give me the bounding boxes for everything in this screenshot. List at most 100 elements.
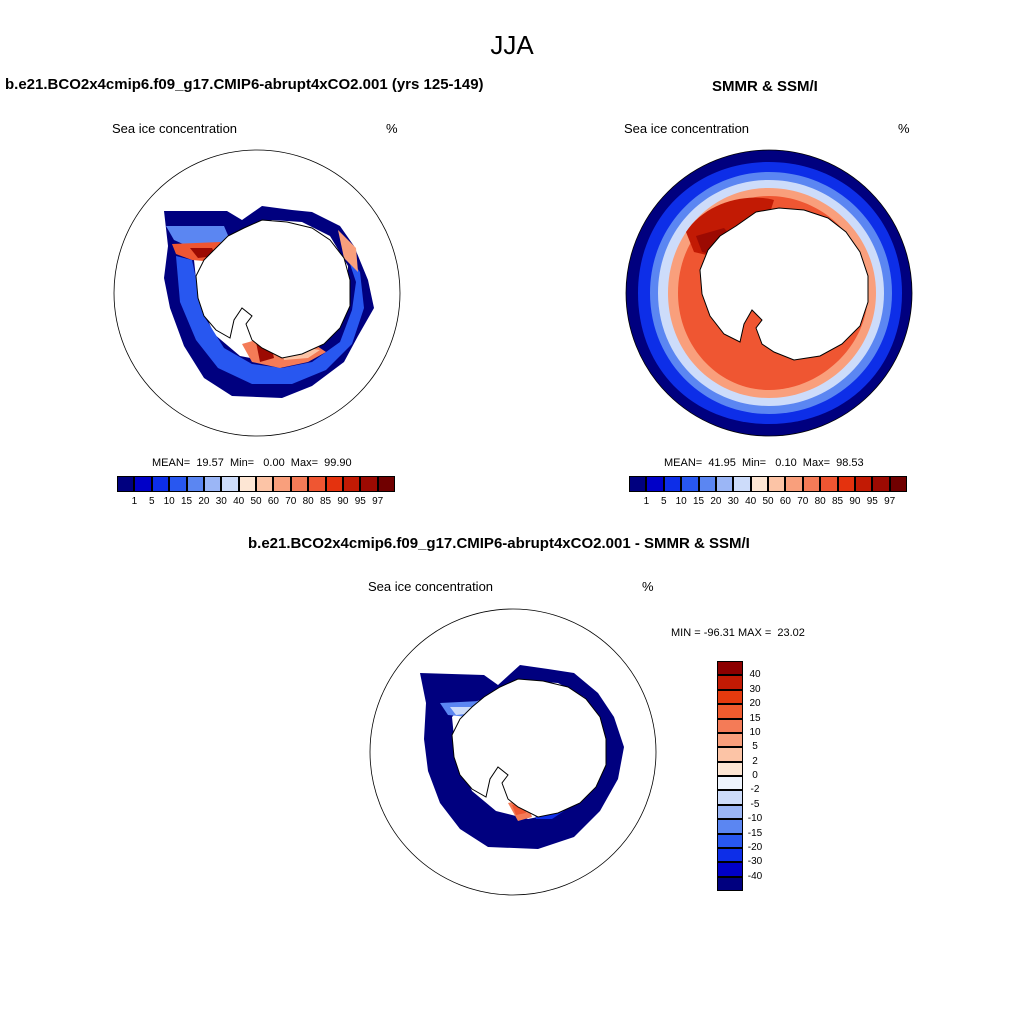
- colorbar-swatch: [169, 476, 187, 492]
- colorbar-swatch: [629, 476, 647, 492]
- colorbar-label: 5: [752, 741, 758, 753]
- colorbar-swatch: [717, 718, 743, 733]
- model-colorbar-labels: 1 5 10 15 20 30 40 50 60 70 80 85 90 95 97: [117, 496, 395, 510]
- colorbar-swatch: [733, 476, 751, 492]
- panel2-field-label: Sea ice concentration: [624, 121, 750, 136]
- colorbar-label: 40: [745, 496, 757, 507]
- panel2-title: SMMR & SSM/I: [712, 78, 818, 95]
- colorbar-label: 5: [660, 496, 667, 507]
- colorbar-label: 30: [749, 683, 761, 695]
- colorbar-label: 5: [148, 496, 155, 507]
- colorbar-label: 97: [884, 496, 896, 507]
- colorbar-label: 30: [727, 496, 739, 507]
- colorbar-swatch: [221, 476, 239, 492]
- colorbar-swatch: [717, 675, 743, 690]
- colorbar-swatch: [698, 476, 716, 492]
- colorbar-swatch: [681, 476, 699, 492]
- colorbar-swatch: [717, 833, 743, 848]
- colorbar-label: 40: [749, 669, 761, 681]
- colorbar-swatch: [750, 476, 768, 492]
- colorbar-swatch: [273, 476, 291, 492]
- colorbar-label: 90: [337, 496, 349, 507]
- colorbar-label: 10: [675, 496, 687, 507]
- colorbar-swatch: [717, 661, 743, 676]
- colorbar-label: 80: [814, 496, 826, 507]
- diff-colorbar: [717, 661, 743, 891]
- colorbar-label: 85: [319, 496, 332, 507]
- colorbar-swatch: [256, 476, 274, 492]
- diff-polar-map: [369, 608, 657, 896]
- colorbar-label: 30: [215, 496, 227, 507]
- colorbar-swatch: [717, 689, 743, 705]
- colorbar-swatch: [646, 476, 664, 492]
- colorbar-swatch: [151, 476, 170, 492]
- obs-colorbar-labels: 1 5 10 15 20 30 40 50 60 70 80 85 90 95 97: [629, 496, 907, 510]
- colorbar-label: 15: [180, 496, 193, 507]
- colorbar-swatch: [377, 476, 395, 492]
- colorbar-swatch: [663, 476, 682, 492]
- colorbar-swatch: [820, 476, 838, 492]
- colorbar-label: -30: [747, 856, 763, 868]
- colorbar-label: 2: [752, 755, 758, 767]
- panel1-title: b.e21.BCO2x4cmip6.f09_g17.CMIP6-abrupt4x…: [5, 76, 484, 93]
- colorbar-swatch: [290, 476, 309, 492]
- colorbar-label: 60: [267, 496, 279, 507]
- colorbar-swatch: [717, 776, 743, 791]
- colorbar-label: 50: [762, 496, 774, 507]
- colorbar-swatch: [717, 747, 743, 762]
- colorbar-swatch: [872, 476, 890, 492]
- season-title: JJA: [490, 30, 534, 60]
- colorbar-swatch: [785, 476, 803, 492]
- colorbar-swatch: [717, 876, 743, 891]
- colorbar-swatch: [134, 476, 152, 492]
- colorbar-label: 90: [849, 496, 861, 507]
- colorbar-label: -40: [747, 870, 763, 882]
- colorbar-label: 97: [372, 496, 384, 507]
- colorbar-swatch: [717, 847, 743, 863]
- colorbar-label: 70: [797, 496, 809, 507]
- colorbar-label: 15: [692, 496, 705, 507]
- colorbar-label: 80: [302, 496, 314, 507]
- colorbar-swatch: [203, 476, 222, 492]
- panel1-stats: MEAN= 19.57 Min= 0.00 Max= 99.90: [152, 457, 352, 469]
- colorbar-label: 40: [233, 496, 245, 507]
- colorbar-swatch: [238, 476, 256, 492]
- colorbar-swatch: [717, 819, 743, 834]
- colorbar-swatch: [717, 862, 743, 877]
- colorbar-swatch: [837, 476, 855, 492]
- model-colorbar: [117, 476, 395, 492]
- colorbar-label: 1: [643, 496, 650, 507]
- colorbar-label: 10: [163, 496, 175, 507]
- obs-colorbar: [629, 476, 907, 492]
- colorbar-label: 50: [250, 496, 262, 507]
- colorbar-swatch: [342, 476, 361, 492]
- colorbar-swatch: [854, 476, 873, 492]
- colorbar-swatch: [717, 761, 743, 776]
- colorbar-swatch: [325, 476, 343, 492]
- panel3-title: b.e21.BCO2x4cmip6.f09_g17.CMIP6-abrupt4x…: [248, 535, 750, 552]
- colorbar-swatch: [717, 732, 743, 748]
- colorbar-label: 70: [285, 496, 297, 507]
- panel2-stats: MEAN= 41.95 Min= 0.10 Max= 98.53: [664, 457, 864, 469]
- colorbar-swatch: [117, 476, 135, 492]
- colorbar-label: -20: [747, 841, 763, 853]
- colorbar-label: 20: [749, 698, 761, 710]
- colorbar-label: 0: [752, 770, 758, 781]
- colorbar-swatch: [717, 804, 743, 820]
- colorbar-swatch: [186, 476, 204, 492]
- panel3-stats: MIN = -96.31 MAX = 23.02: [671, 627, 805, 639]
- colorbar-swatch: [717, 704, 743, 719]
- panel3-field-label: Sea ice concentration: [368, 579, 494, 594]
- diff-colorbar-labels: 40 30 20 15 10 5 2 0 -2 -5 -10 -15 -20 -30 -40: [740, 661, 770, 891]
- colorbar-label: 1: [131, 496, 138, 507]
- colorbar-label: 95: [866, 496, 878, 507]
- colorbar-label: 85: [831, 496, 844, 507]
- panel1-units: %: [386, 121, 398, 136]
- colorbar-label: -15: [747, 827, 763, 839]
- obs-polar-map: [625, 149, 913, 437]
- colorbar-swatch: [360, 476, 378, 492]
- panel1-field-label: Sea ice concentration: [112, 121, 238, 136]
- panel2-units: %: [898, 121, 910, 136]
- colorbar-label: 20: [710, 496, 722, 507]
- panel3-units: %: [642, 579, 654, 594]
